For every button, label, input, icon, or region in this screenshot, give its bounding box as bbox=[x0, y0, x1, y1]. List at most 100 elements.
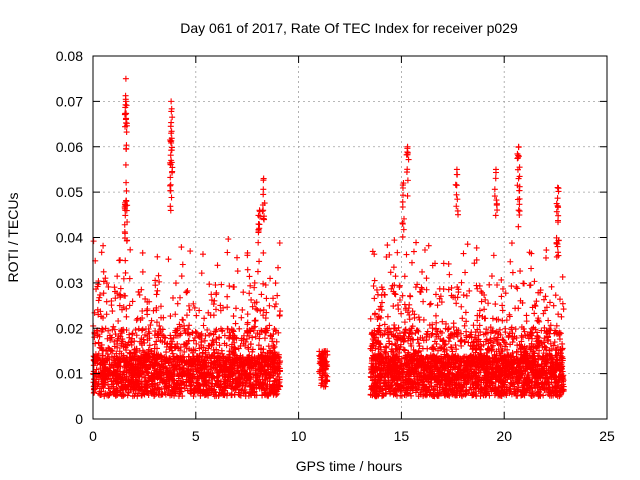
data-point bbox=[201, 315, 208, 322]
data-point bbox=[222, 379, 229, 386]
data-point bbox=[213, 346, 220, 353]
data-point bbox=[207, 355, 214, 362]
data-point bbox=[406, 292, 413, 299]
data-point bbox=[199, 370, 206, 377]
data-point bbox=[196, 307, 203, 314]
data-point bbox=[245, 346, 252, 353]
data-point bbox=[240, 289, 247, 296]
data-point bbox=[193, 340, 200, 347]
data-point bbox=[194, 383, 201, 390]
data-point bbox=[260, 249, 267, 256]
data-point bbox=[214, 357, 221, 364]
data-point bbox=[153, 291, 160, 298]
data-point bbox=[183, 379, 190, 386]
data-point bbox=[110, 388, 117, 395]
data-point bbox=[390, 303, 397, 310]
data-point bbox=[214, 350, 221, 357]
data-point bbox=[168, 147, 175, 154]
data-point bbox=[213, 291, 220, 298]
data-point bbox=[147, 322, 154, 329]
data-point bbox=[179, 366, 186, 373]
data-point bbox=[499, 307, 506, 314]
data-point bbox=[526, 282, 533, 289]
data-point bbox=[488, 273, 495, 280]
data-point bbox=[246, 290, 253, 297]
data-point bbox=[213, 354, 220, 361]
data-point bbox=[184, 387, 191, 394]
data-point bbox=[252, 355, 259, 362]
data-point bbox=[249, 348, 256, 355]
data-point bbox=[122, 161, 129, 168]
data-point bbox=[156, 278, 163, 285]
data-point bbox=[203, 372, 210, 379]
data-point bbox=[238, 314, 245, 321]
data-point bbox=[172, 280, 179, 287]
data-point bbox=[126, 358, 133, 365]
data-point bbox=[234, 268, 241, 275]
data-point bbox=[265, 343, 272, 350]
data-point bbox=[460, 250, 467, 257]
data-point bbox=[263, 327, 270, 334]
data-point bbox=[502, 343, 509, 350]
data-point bbox=[317, 360, 324, 367]
data-point bbox=[151, 356, 158, 363]
data-point bbox=[269, 359, 276, 366]
data-point bbox=[268, 333, 275, 340]
data-point bbox=[176, 321, 183, 328]
data-point bbox=[432, 325, 439, 332]
data-point bbox=[123, 327, 130, 334]
data-point bbox=[448, 284, 455, 291]
data-point bbox=[146, 342, 153, 349]
data-point bbox=[139, 249, 146, 256]
data-point bbox=[205, 366, 212, 373]
data-point bbox=[254, 306, 261, 313]
data-point bbox=[152, 277, 159, 284]
data-point bbox=[378, 307, 385, 314]
data-point bbox=[133, 345, 140, 352]
data-point bbox=[257, 364, 264, 371]
data-point bbox=[246, 326, 253, 333]
data-point bbox=[181, 348, 188, 355]
data-point bbox=[369, 248, 376, 255]
data-point bbox=[424, 345, 431, 352]
data-point bbox=[276, 240, 283, 247]
data-point bbox=[122, 111, 129, 118]
data-point bbox=[224, 249, 231, 256]
data-point bbox=[250, 327, 257, 334]
data-point bbox=[198, 330, 205, 337]
data-point bbox=[531, 278, 538, 285]
data-point bbox=[205, 309, 212, 316]
data-point bbox=[433, 319, 440, 326]
data-point bbox=[146, 330, 153, 337]
data-point bbox=[322, 365, 329, 372]
data-point bbox=[103, 298, 110, 305]
data-point bbox=[507, 258, 514, 265]
data-point bbox=[156, 392, 163, 399]
data-point bbox=[224, 304, 231, 311]
data-point bbox=[185, 337, 192, 344]
data-point bbox=[138, 352, 145, 359]
data-point bbox=[93, 378, 100, 385]
data-point bbox=[446, 271, 453, 278]
data-point bbox=[177, 294, 184, 301]
data-point bbox=[128, 380, 135, 387]
data-point bbox=[132, 352, 139, 359]
data-point bbox=[461, 353, 468, 360]
data-point bbox=[215, 361, 222, 368]
data-point bbox=[187, 248, 194, 255]
data-point bbox=[453, 346, 460, 353]
data-point bbox=[458, 279, 465, 286]
data-point bbox=[229, 332, 236, 339]
data-point bbox=[169, 372, 176, 379]
data-point bbox=[106, 385, 113, 392]
data-point bbox=[148, 370, 155, 377]
data-point bbox=[252, 317, 259, 324]
data-point bbox=[174, 300, 181, 307]
data-point bbox=[234, 383, 241, 390]
data-point bbox=[164, 374, 171, 381]
data-point bbox=[497, 342, 504, 349]
data-point bbox=[215, 391, 222, 398]
data-point bbox=[108, 334, 115, 341]
data-point bbox=[318, 374, 325, 381]
data-point bbox=[243, 360, 250, 367]
